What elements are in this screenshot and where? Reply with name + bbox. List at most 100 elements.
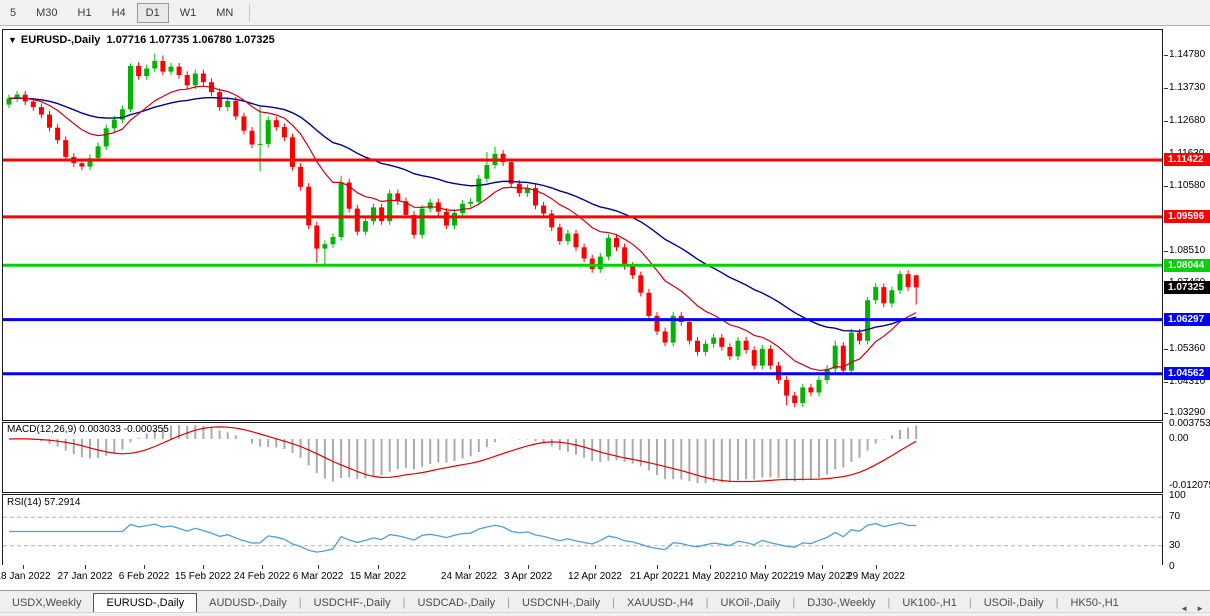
macd-axis-label: 0.00 xyxy=(1169,433,1189,444)
date-tick-mark xyxy=(262,565,263,569)
price-tick-label: 1.05360 xyxy=(1169,343,1206,354)
date-label: 15 Feb 2022 xyxy=(174,571,232,582)
date-tick-mark xyxy=(85,565,86,569)
chart-tab-uk100-h1[interactable]: UK100-,H1 xyxy=(902,597,957,609)
date-label: 18 Jan 2022 xyxy=(0,571,51,582)
macd-chart[interactable] xyxy=(3,423,1162,492)
date-tick-mark xyxy=(23,565,24,569)
macd-axis-label: 0.003753 xyxy=(1169,418,1210,429)
chart-ohlc-values: 1.07716 1.07735 1.06780 1.07325 xyxy=(106,34,275,46)
timeframe-button-h4[interactable]: H4 xyxy=(111,6,126,19)
price-level-badge: 1.04562 xyxy=(1164,367,1210,380)
toolbar-separator xyxy=(249,3,251,22)
candlestick-chart[interactable] xyxy=(3,30,1162,420)
rsi-axis-label: 70 xyxy=(1169,511,1181,522)
date-label: 29 May 2022 xyxy=(847,571,905,582)
chart-tab-usdcnh-daily[interactable]: USDCNH-,Daily xyxy=(521,597,601,609)
date-label: 6 Feb 2022 xyxy=(118,571,170,582)
date-tick-mark xyxy=(378,565,379,569)
chart-tab-usoil-daily[interactable]: USOil-,Daily xyxy=(983,597,1044,609)
price-tick-label: 1.08510 xyxy=(1169,245,1206,256)
price-level-badge: 1.08044 xyxy=(1164,259,1210,272)
rsi-axis-label: 30 xyxy=(1169,540,1181,551)
chart-tab-usdcad-daily[interactable]: USDCAD-,Daily xyxy=(417,597,496,609)
price-tick-mark xyxy=(1164,251,1168,252)
tab-separator: | xyxy=(507,597,510,609)
date-label: 3 Apr 2022 xyxy=(503,571,553,582)
tab-separator: | xyxy=(298,597,302,609)
price-tick-mark xyxy=(1164,88,1168,89)
date-tick-mark xyxy=(710,565,711,569)
date-tick-mark xyxy=(657,565,658,569)
ma-fast-line xyxy=(8,85,917,371)
chart-tab-audusd-daily[interactable]: AUDUSD-,Daily xyxy=(209,597,287,609)
chart-tab-hk50-h1[interactable]: HK50-,H1 xyxy=(1070,597,1119,609)
price-level-badge: 1.09596 xyxy=(1164,210,1210,223)
timeframe-button-d1[interactable]: D1 xyxy=(136,2,169,23)
timeframe-button-m30[interactable]: M30 xyxy=(36,6,58,19)
price-tick-label: 1.12680 xyxy=(1169,115,1206,126)
chart-tab-xauusd-h4[interactable]: XAUUSD-,H4 xyxy=(627,597,694,609)
rsi-indicator-pane[interactable] xyxy=(2,494,1163,566)
rsi-axis-label: 0 xyxy=(1169,561,1175,572)
price-tick-mark xyxy=(1164,382,1168,383)
date-label: 6 Mar 2022 xyxy=(292,571,344,582)
rsi-label: RSI(14) 57.2914 xyxy=(7,497,81,508)
date-tick-mark xyxy=(318,565,319,569)
price-tick-label: 1.14780 xyxy=(1169,49,1206,60)
price-tick-mark xyxy=(1164,186,1168,187)
date-label: 24 Mar 2022 xyxy=(440,571,498,582)
date-tick-mark xyxy=(203,565,204,569)
price-tick-mark xyxy=(1164,55,1168,56)
chart-title: ▼ EURUSD-,Daily 1.07716 1.07735 1.06780 1… xyxy=(8,34,275,46)
date-label: 15 Mar 2022 xyxy=(349,571,407,582)
rsi-line xyxy=(9,522,917,553)
tab-separator: | xyxy=(1055,597,1059,609)
date-tick-mark xyxy=(528,565,529,569)
price-tick-label: 1.03290 xyxy=(1169,407,1206,418)
chart-tab-ukoil-daily[interactable]: UKOil-,Daily xyxy=(720,597,781,609)
tab-scroll-left-icon[interactable]: ◄ xyxy=(1180,604,1189,613)
macd-axis-label: -0.012075 xyxy=(1169,480,1210,491)
price-level-badge: 1.06297 xyxy=(1164,313,1210,326)
macd-label: MACD(12,26,9) 0.003033 -0.000355 xyxy=(7,424,169,435)
price-tick-mark xyxy=(1164,413,1168,414)
price-tick-mark xyxy=(1164,121,1168,122)
timeframe-button-w1[interactable]: W1 xyxy=(179,6,197,19)
tab-separator: | xyxy=(968,597,972,609)
timeframe-toolbar: 5 M30 H1 H4 D1 W1 MN xyxy=(0,0,1210,26)
price-tick-label: 1.13730 xyxy=(1169,82,1206,93)
timeframe-button-5[interactable]: 5 xyxy=(10,6,17,19)
chart-tab-usdx-weekly[interactable]: USDX,Weekly xyxy=(12,597,82,609)
timeframe-button-mn[interactable]: MN xyxy=(216,6,234,19)
date-label: 24 Feb 2022 xyxy=(233,571,291,582)
timeframe-button-h1[interactable]: H1 xyxy=(77,6,92,19)
chart-symbol-label: EURUSD-,Daily xyxy=(20,34,101,46)
date-tick-mark xyxy=(469,565,470,569)
price-level-badge: 1.07325 xyxy=(1164,281,1210,294)
date-tick-mark xyxy=(765,565,766,569)
rsi-chart[interactable] xyxy=(3,495,1162,565)
tab-separator: | xyxy=(792,597,796,609)
date-label: 19 May 2022 xyxy=(793,571,851,582)
macd-indicator-pane[interactable] xyxy=(2,422,1163,493)
chart-tab-dj30-weekly[interactable]: DJ30-,Weekly xyxy=(807,597,876,609)
chart-dropdown-icon[interactable]: ▼ xyxy=(8,35,17,45)
date-label: 27 Jan 2022 xyxy=(57,571,113,582)
tab-scroll-right-icon[interactable]: ► xyxy=(1196,604,1204,613)
date-label: 10 May 2022 xyxy=(736,571,794,582)
date-label: 12 Apr 2022 xyxy=(568,571,622,582)
price-chart-pane[interactable] xyxy=(2,29,1163,421)
price-tick-label: 1.04310 xyxy=(1169,376,1206,387)
price-level-badge: 1.11422 xyxy=(1164,153,1210,166)
tab-separator: | xyxy=(402,597,406,609)
date-tick-mark xyxy=(822,565,823,569)
status-bar xyxy=(0,612,1210,616)
chart-tab-usdchf-daily[interactable]: USDCHF-,Daily xyxy=(313,597,391,609)
price-axis: 1.147801.137301.126801.116301.105801.085… xyxy=(1164,25,1210,590)
tab-separator: | xyxy=(887,597,891,609)
chart-tab-eurusd-daily[interactable]: EURUSD-,Daily xyxy=(93,593,198,614)
date-tick-mark xyxy=(144,565,145,569)
date-label: 1 May 2022 xyxy=(683,571,737,582)
